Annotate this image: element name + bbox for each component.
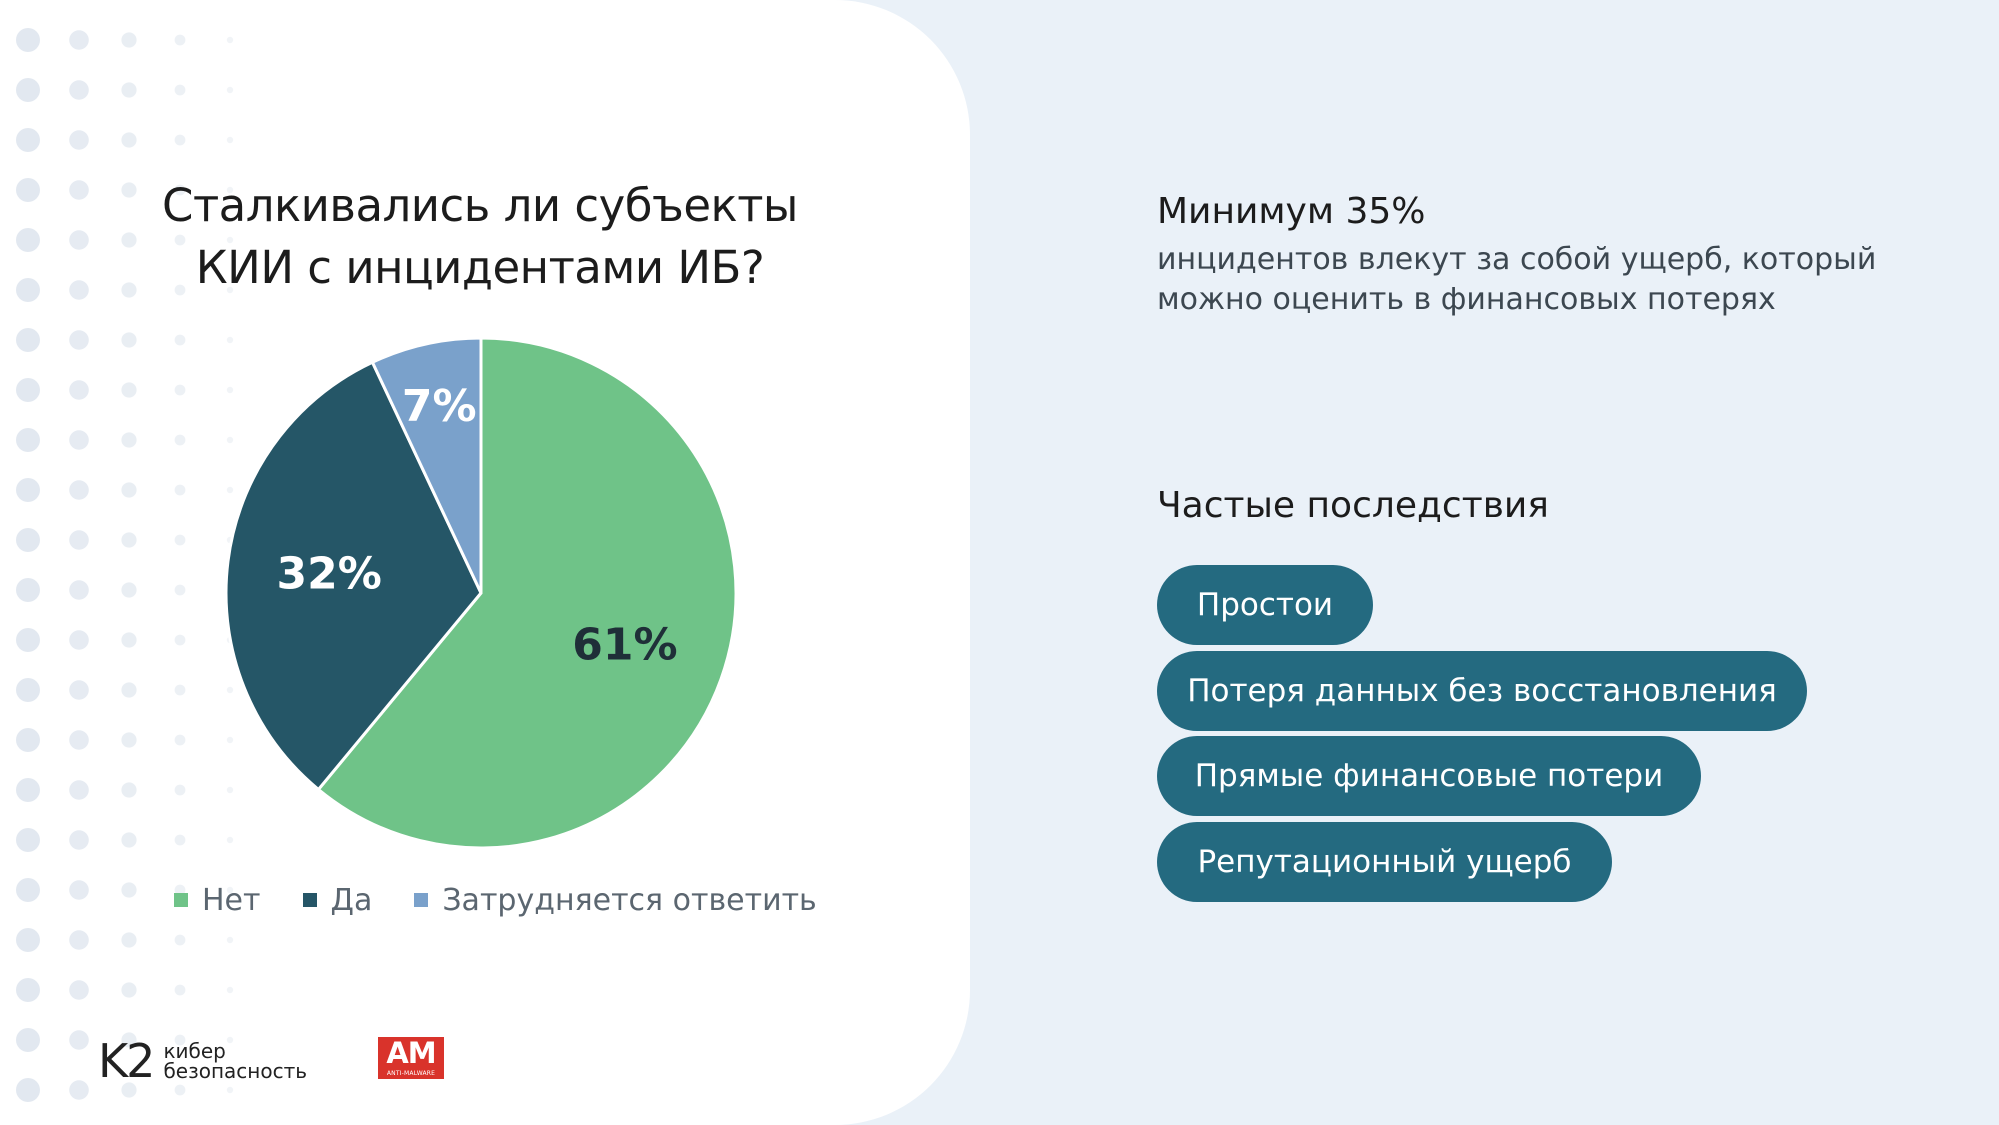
legend-label-net: Нет bbox=[202, 882, 261, 918]
anti-malware-logo: AM ANTI-MALWARE bbox=[378, 1037, 444, 1079]
anti-malware-logo-subtitle: ANTI-MALWARE bbox=[386, 1070, 436, 1077]
k2-logo-line-1: кибер bbox=[163, 1039, 226, 1063]
k2-logo: K2 кибер безопасность bbox=[98, 1035, 307, 1087]
legend-label-da: Да bbox=[330, 882, 373, 918]
chart-panel: Сталкивались ли субъекты КИИ с инцидента… bbox=[0, 0, 970, 1125]
k2-logo-words: кибер безопасность bbox=[163, 1041, 307, 1081]
pie-slice-1 bbox=[316, 336, 738, 850]
chart-title-line-2: КИИ с инцидентами ИБ? bbox=[195, 241, 765, 294]
pie-data-label-3: 7% bbox=[402, 381, 477, 432]
pie-data-label-1: 61% bbox=[572, 619, 677, 670]
pie-chart: 61% 32% 7% bbox=[224, 336, 738, 850]
legend-label-unsure: Затрудняется ответить bbox=[442, 882, 817, 918]
stat-text-line-1: инцидентов влекут за собой ущерб, которы… bbox=[1157, 242, 1877, 277]
chart-title: Сталкивались ли субъекты КИИ с инцидента… bbox=[90, 175, 870, 299]
dot-pattern-decoration bbox=[16, 28, 234, 1102]
legend-item-net: Нет bbox=[174, 883, 261, 918]
pie-slice-2 bbox=[224, 360, 483, 791]
stat-text-line-2: можно оценить в финансовых потерях bbox=[1157, 282, 1776, 317]
consequences-title: Частые последствия bbox=[1157, 485, 1549, 526]
legend-swatch-da bbox=[302, 893, 317, 907]
pie-slice-3 bbox=[370, 336, 483, 595]
stat-heading: Минимум 35% bbox=[1157, 191, 1426, 232]
legend-swatch-net bbox=[174, 893, 188, 907]
consequence-pill-downtime: Простои bbox=[1157, 565, 1373, 645]
consequence-pill-financial-loss: Прямые финансовые потери bbox=[1157, 736, 1701, 816]
consequence-pill-reputation: Репутационный ущерб bbox=[1157, 822, 1612, 902]
legend-swatch-unsure bbox=[414, 893, 429, 907]
k2-logo-line-2: безопасность bbox=[163, 1059, 308, 1083]
pie-data-label-2: 32% bbox=[277, 548, 382, 599]
legend-item-unsure: Затрудняется ответить bbox=[414, 882, 817, 918]
chart-legend: Нет Да Затрудняется ответить bbox=[174, 878, 817, 922]
stat-block: Минимум 35% инцидентов влекут за собой у… bbox=[1157, 188, 1917, 320]
legend-item-da: Да bbox=[302, 882, 373, 918]
anti-malware-logo-mark: AM bbox=[386, 1036, 436, 1070]
stat-text: инцидентов влекут за собой ущерб, которы… bbox=[1157, 240, 1917, 320]
consequence-pill-data-loss: Потеря данных без восстановления bbox=[1157, 651, 1807, 731]
chart-title-line-1: Сталкивались ли субъекты bbox=[162, 179, 798, 232]
k2-logo-mark: K2 bbox=[98, 1034, 155, 1088]
